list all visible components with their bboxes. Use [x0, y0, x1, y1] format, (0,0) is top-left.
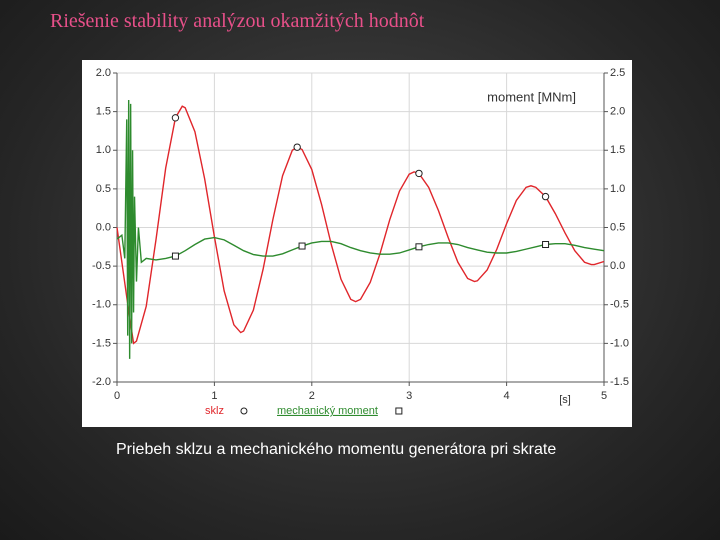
x-tick-label: 5 [601, 390, 607, 402]
x-tick-label: 4 [504, 390, 510, 402]
y2-tick-label: 2.5 [610, 67, 625, 79]
chart-panel [82, 60, 632, 427]
y-tick-label: -1.5 [92, 337, 111, 349]
legend-label: sklz [205, 405, 224, 417]
legend-label: mechanický moment [277, 405, 378, 417]
legend-marker [240, 407, 248, 415]
y2-tick-label: -0.5 [610, 299, 629, 311]
x-tick-label: 2 [309, 390, 315, 402]
point-marker [541, 192, 550, 201]
x-axis-label: [s] [559, 394, 571, 406]
y2-tick-label: 1.5 [610, 144, 625, 156]
y-tick-label: 1.0 [96, 144, 111, 156]
y2-tick-label: 0.0 [610, 260, 625, 272]
x-tick-label: 0 [114, 390, 120, 402]
y-tick-label: 0.5 [96, 183, 111, 195]
y2-axis-label: moment [MNm] [487, 89, 576, 104]
point-marker [293, 143, 301, 151]
y-tick-label: -0.5 [92, 260, 111, 272]
point-marker [542, 240, 550, 248]
point-marker [415, 243, 423, 251]
y-tick-label: 0.0 [96, 221, 111, 233]
x-tick-label: 1 [211, 390, 217, 402]
y-tick-label: 2.0 [96, 67, 111, 79]
point-marker [415, 169, 423, 178]
point-marker [171, 114, 180, 122]
caption: Priebeh sklzu a mechanického momentu gen… [116, 441, 557, 458]
y-tick-label: -2.0 [92, 376, 111, 388]
x-tick-label: 3 [406, 390, 412, 402]
y2-tick-label: 1.0 [610, 183, 625, 195]
y-tick-label: 1.5 [96, 106, 111, 118]
y2-tick-label: -1.5 [610, 376, 629, 388]
y-tick-label: -1.0 [92, 299, 111, 311]
y2-tick-label: 2.0 [610, 106, 625, 118]
slide-title: Riešenie stability analýzou okamžitých h… [50, 10, 425, 32]
y2-tick-label: -1.0 [610, 337, 629, 349]
legend-marker [395, 407, 403, 415]
point-marker [171, 252, 179, 260]
point-marker [298, 242, 306, 250]
series-line [116, 105, 605, 345]
y2-tick-label: 0.5 [610, 221, 625, 233]
